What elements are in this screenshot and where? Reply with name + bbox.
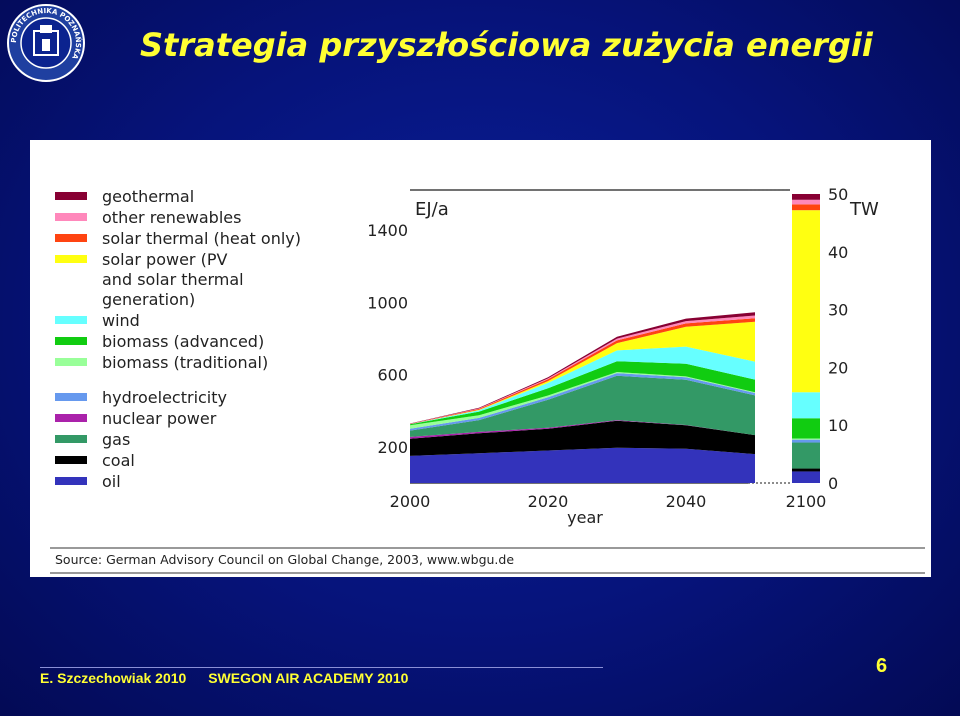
legend-label: solar thermal (heat only) — [102, 229, 301, 248]
footer-divider — [40, 667, 603, 668]
area-wind — [410, 346, 755, 425]
left-axis-tick: 200 — [377, 438, 408, 457]
left-axis-tick: 600 — [377, 366, 408, 385]
right-axis-tick: 0 — [828, 474, 838, 493]
x-axis-tick: 2020 — [528, 492, 569, 511]
right-axis-tick: 50 — [828, 185, 848, 204]
chart-figure: geothermal other renewables solar thermal … — [30, 140, 931, 577]
legend-label: solar power (PV — [102, 250, 227, 269]
legend-label: gas — [102, 430, 130, 449]
legend-swatch — [55, 234, 87, 242]
legend-swatch — [55, 337, 87, 345]
area-coal — [410, 420, 755, 456]
bar-2100 — [792, 199, 820, 205]
bar-2100 — [792, 204, 820, 211]
legend-label: biomass (advanced) — [102, 332, 264, 351]
right-axis-unit: TW — [849, 199, 879, 220]
legend-label: nuclear power — [102, 409, 217, 428]
legend-label: wind — [102, 311, 140, 330]
legend-swatch — [55, 358, 87, 366]
x-axis-tick: 2100 — [786, 492, 827, 511]
bar-2100 — [792, 438, 820, 440]
page-number: 6 — [876, 655, 888, 677]
right-axis-tick: 40 — [828, 243, 848, 262]
legend-swatch — [55, 435, 87, 443]
left-axis-tick: 1000 — [367, 293, 408, 312]
left-axis-unit: EJ/a — [415, 199, 449, 220]
bar-2100 — [792, 418, 820, 439]
legend-swatch — [55, 393, 87, 401]
legend-swatch — [55, 192, 87, 200]
legend-swatch — [55, 456, 87, 464]
bar-2100 — [792, 442, 820, 469]
right-axis-tick: 10 — [828, 416, 848, 435]
area-hydroelectricity — [410, 373, 755, 431]
legend-label: generation) — [102, 290, 195, 309]
bar-2100 — [792, 194, 820, 200]
legend-label: other renewables — [102, 208, 241, 227]
legend-swatch — [55, 477, 87, 485]
source-note: Source: German Advisory Council on Globa… — [55, 552, 514, 567]
bar-2100 — [792, 471, 820, 483]
area-gas — [410, 375, 755, 437]
footer-event: SWEGON AIR ACADEMY 2010 — [208, 670, 409, 686]
legend-swatch — [55, 213, 87, 221]
area-oil — [410, 447, 755, 483]
bar-2100 — [792, 468, 820, 472]
right-axis-tick: 30 — [828, 301, 848, 320]
footer-author: E. Szczechowiak 2010 — [40, 670, 187, 686]
slide-title: Strategia przyszłościowa zużycia energii — [140, 26, 873, 64]
area-biomass — [410, 361, 755, 426]
right-axis-tick: 20 — [828, 358, 848, 377]
left-axis-tick: 1400 — [367, 221, 408, 240]
legend-label: and solar thermal — [102, 270, 244, 289]
legend-label: hydroelectricity — [102, 388, 227, 407]
stacked-area-chart: geothermal other renewables solar thermal … — [50, 185, 925, 574]
university-logo: POLITECHNIKA POZNAŃSKA — [7, 4, 85, 82]
legend-label: biomass (traditional) — [102, 353, 268, 372]
legend-swatch — [55, 255, 87, 263]
legend-label: geothermal — [102, 187, 194, 206]
legend-label: oil — [102, 472, 121, 491]
bar-2100 — [792, 210, 820, 393]
area-biomass — [410, 372, 755, 429]
x-axis-label: year — [567, 508, 603, 527]
x-axis-tick: 2040 — [666, 492, 707, 511]
legend-swatch — [55, 316, 87, 324]
legend-swatch — [55, 414, 87, 422]
footer: E. Szczechowiak 2010 SWEGON AIR ACADEMY … — [40, 670, 426, 686]
area-solar — [410, 321, 755, 425]
legend-label: coal — [102, 451, 135, 470]
x-axis-tick: 2000 — [390, 492, 431, 511]
bar-2100 — [792, 392, 820, 419]
bar-2100 — [792, 439, 820, 443]
